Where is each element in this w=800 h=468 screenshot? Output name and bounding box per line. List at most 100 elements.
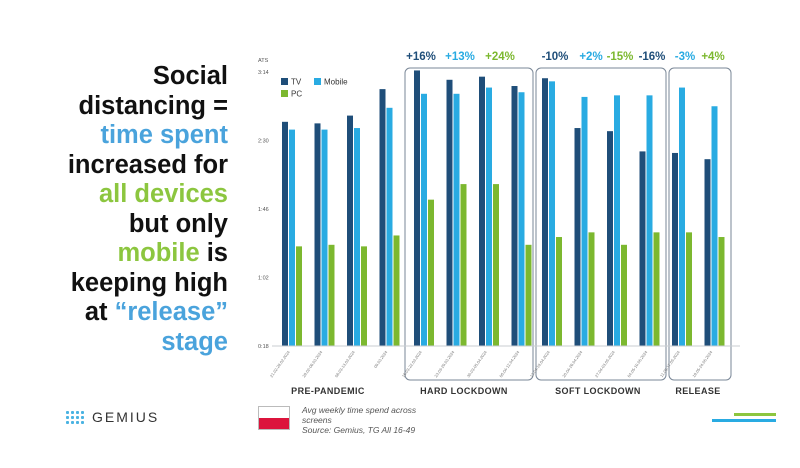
- bar-pc: [428, 199, 434, 346]
- headline-is-word: is: [199, 239, 228, 267]
- headline-line: at “release”: [0, 298, 228, 328]
- percent-change-label: -3%: [675, 51, 695, 63]
- bar-pc: [653, 232, 660, 346]
- bar-pc: [493, 184, 499, 346]
- headline-release-word: “release”: [114, 298, 228, 326]
- percent-change-label: -16%: [639, 51, 666, 63]
- bar-pc: [393, 235, 400, 346]
- x-tick-label: 21.02-28.02.2024: [269, 349, 292, 378]
- x-tick-label: 13.04-19.04.2024: [529, 349, 552, 378]
- bar-mobile: [289, 129, 295, 346]
- bar-mobile: [421, 93, 427, 346]
- chart-footnote: Avg weekly time spend across screens Sou…: [302, 405, 442, 435]
- x-tick-label: 20.04-26.04.2024: [561, 349, 584, 378]
- gemius-dots-icon: [66, 410, 84, 424]
- legend-label: Mobile: [324, 78, 348, 87]
- percent-change-label: +2%: [579, 51, 602, 63]
- x-tick-label: 18.05-24.05.2024: [691, 349, 714, 378]
- bar-tv: [704, 159, 711, 346]
- bar-mobile: [711, 106, 718, 346]
- percent-change-label: +13%: [445, 51, 475, 63]
- bar-pc: [460, 184, 467, 346]
- headline-line: mobile is: [0, 239, 228, 269]
- x-tick-label: 06.03-13.03.2024: [334, 349, 357, 378]
- bar-pc: [621, 244, 627, 346]
- decorative-line-blue: [712, 419, 776, 422]
- bar-pc: [556, 237, 562, 346]
- percent-change-label: -15%: [607, 51, 634, 63]
- bar-pc: [686, 232, 692, 346]
- y-axis-title: ATS: [258, 58, 269, 64]
- bar-mobile: [453, 93, 460, 346]
- percent-change-label: +4%: [701, 51, 724, 63]
- footnote-line: screens: [302, 415, 332, 425]
- group-label: PRE-PANDEMIC: [291, 386, 365, 396]
- bar-mobile: [614, 95, 620, 347]
- x-tick-label: 23.03-29.03.2024: [433, 349, 456, 378]
- x-tick-label: 04.05-10.05.2024: [626, 349, 649, 378]
- bar-mobile: [386, 107, 393, 346]
- footnote-source: Source: Gemius, TG All 16-49: [302, 425, 416, 435]
- gemius-logo: GEMIUS: [66, 407, 159, 427]
- x-tick-label: 30.03-05.04.2024: [466, 349, 489, 378]
- x-tick-label: 09.03.2024: [373, 349, 389, 369]
- headline-at-word: at: [84, 298, 115, 326]
- bar-pc: [718, 237, 725, 346]
- bar-mobile: [354, 128, 360, 346]
- legend-swatch: [314, 78, 321, 85]
- y-tick-label: 1:46: [258, 207, 269, 213]
- bar-mobile: [581, 96, 588, 346]
- bar-tv: [414, 70, 420, 347]
- legend-swatch: [281, 78, 288, 85]
- bar-tv: [639, 151, 646, 346]
- headline-line-highlight: stage: [161, 327, 228, 356]
- bar-tv: [672, 152, 678, 346]
- bar-tv: [347, 115, 353, 346]
- percent-change-label: +24%: [485, 51, 515, 63]
- bar-pc: [361, 246, 367, 346]
- x-tick-label: 28.02-06.03.2024: [301, 349, 324, 378]
- bar-tv: [479, 76, 485, 346]
- legend-swatch: [281, 90, 288, 97]
- bar-mobile: [679, 87, 685, 347]
- y-tick-label: 1:02: [258, 276, 269, 282]
- bar-tv: [607, 131, 613, 346]
- period-bracket: [668, 67, 732, 381]
- period-bracket: [535, 67, 667, 381]
- group-label: RELEASE: [675, 386, 720, 396]
- bar-tv: [282, 121, 288, 347]
- bar-mobile: [486, 87, 492, 347]
- y-tick-label: 2:30: [258, 139, 269, 145]
- brand-name: GEMIUS: [92, 409, 160, 425]
- bar-tv: [314, 123, 321, 346]
- percent-change-label: -10%: [542, 51, 569, 63]
- bar-mobile: [646, 95, 653, 347]
- bar-mobile: [549, 81, 555, 346]
- bar-tv: [511, 86, 518, 347]
- headline-line: but only: [128, 209, 228, 238]
- headline: Social distancing = time spent increased…: [0, 62, 228, 357]
- decorative-line-green: [734, 413, 776, 416]
- bar-tv: [542, 78, 548, 347]
- bar-pc: [525, 244, 532, 346]
- bar-tv: [379, 89, 386, 346]
- x-tick-label: 27.04-03.05.2024: [594, 349, 617, 378]
- headline-mobile-word: mobile: [117, 239, 200, 267]
- bar-mobile: [321, 129, 328, 346]
- headline-line: distancing =: [78, 91, 229, 120]
- legend-label: PC: [291, 90, 302, 99]
- bar-tv: [446, 79, 453, 346]
- bar-pc: [588, 232, 595, 346]
- x-tick-label: 16.03-22.03.2024: [401, 349, 424, 378]
- footnote-line: Avg weekly time spend across: [302, 405, 417, 415]
- period-bracket: [404, 67, 534, 381]
- bar-mobile: [518, 92, 525, 346]
- y-tick-label: 0:18: [258, 344, 269, 350]
- headline-line: increased for: [67, 150, 228, 179]
- bar-pc: [328, 244, 335, 346]
- headline-line-highlight: all devices: [98, 180, 228, 208]
- bar-pc: [296, 246, 302, 346]
- headline-line-highlight: time spent: [100, 121, 228, 149]
- group-label: SOFT LOCKDOWN: [555, 386, 641, 396]
